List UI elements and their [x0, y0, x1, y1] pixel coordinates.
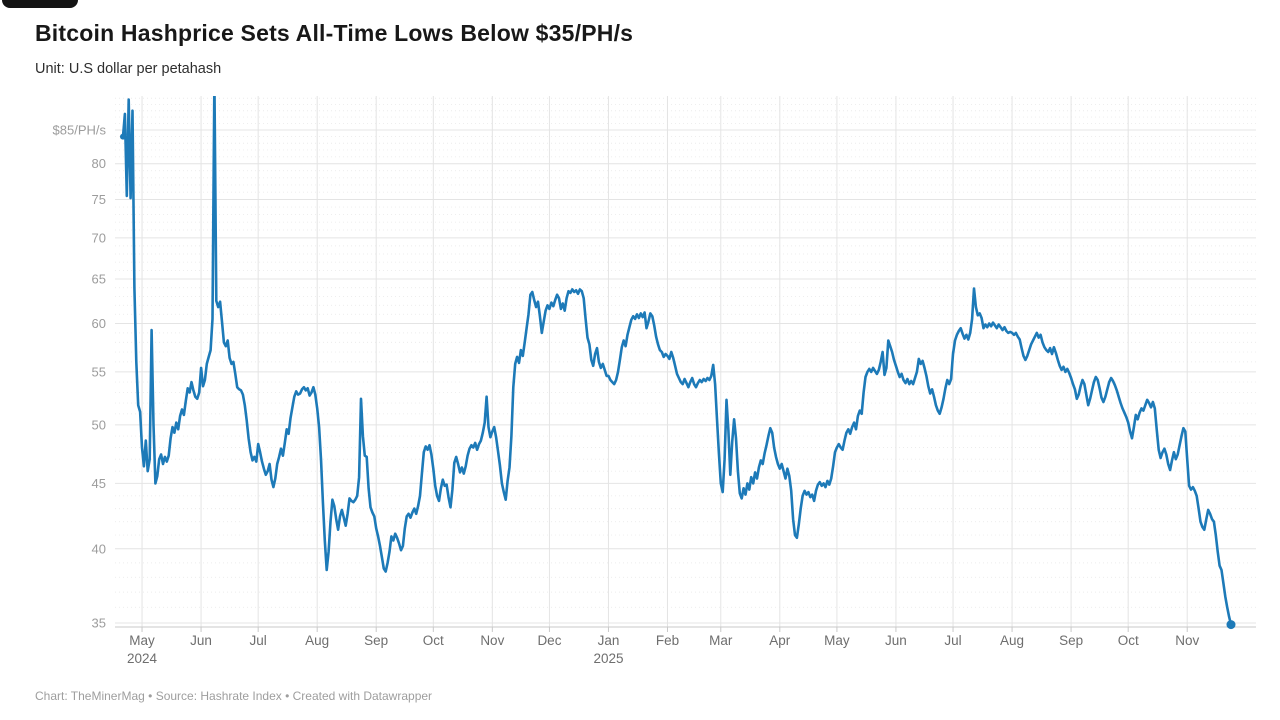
y-tick-label: 60 — [92, 316, 106, 331]
chart-attribution: Chart: TheMinerMag • Source: Hashrate In… — [35, 689, 433, 703]
x-tick-label: Jun — [190, 633, 212, 648]
x-tick-label: Apr — [769, 633, 791, 648]
y-tick-label: 70 — [92, 230, 106, 245]
x-tick-label: Oct — [1118, 633, 1139, 648]
y-axis-labels: $85/PH/s 80 75 70 65 60 55 50 45 40 35 — [53, 123, 107, 631]
x-tick-label: Sep — [1059, 633, 1083, 648]
x-tick-label: Nov — [480, 633, 504, 648]
x-tick-label: Aug — [305, 633, 329, 648]
y-tick-label: 55 — [92, 364, 106, 379]
x-tick-label: Jun — [885, 633, 907, 648]
x-tick-label: Aug — [1000, 633, 1024, 648]
x-axis-labels: May 2024 Jun Jul Aug Sep Oct Nov Dec Jan 2025 Feb Ma… — [127, 633, 1199, 666]
x-tick-year-label: 2024 — [127, 651, 158, 666]
x-tick-label: Feb — [656, 633, 679, 648]
x-tick-label: Jul — [250, 633, 267, 648]
x-tick-label: Sep — [364, 633, 388, 648]
chart-title: Bitcoin Hashprice Sets All-Time Lows Bel… — [35, 20, 634, 46]
x-tick-label: Jul — [944, 633, 961, 648]
x-tick-label: Jan — [598, 633, 620, 648]
x-tick-label: Nov — [1175, 633, 1199, 648]
y-tick-label: 50 — [92, 417, 106, 432]
x-tick-label: Mar — [709, 633, 733, 648]
chart-subtitle: Unit: U.S dollar per petahash — [35, 61, 222, 77]
video-frame-corner — [2, 0, 78, 8]
latest-value-marker — [1226, 620, 1236, 630]
y-tick-label: 75 — [92, 192, 106, 207]
gridlines — [115, 96, 1256, 632]
first-value-marker — [120, 133, 126, 140]
x-tick-label: Oct — [423, 633, 444, 648]
x-tick-label: May — [824, 633, 850, 648]
y-tick-label: $85/PH/s — [53, 123, 107, 138]
y-tick-label: 65 — [92, 272, 106, 287]
y-tick-label: 35 — [92, 616, 106, 631]
y-tick-label: 40 — [92, 541, 106, 556]
y-tick-label: 80 — [92, 156, 106, 171]
x-tick-year-label: 2025 — [593, 651, 623, 666]
hashprice-line — [121, 96, 1233, 626]
x-tick-label: Dec — [537, 633, 561, 648]
y-tick-label: 45 — [92, 476, 106, 491]
x-tick-label: May — [129, 633, 155, 648]
